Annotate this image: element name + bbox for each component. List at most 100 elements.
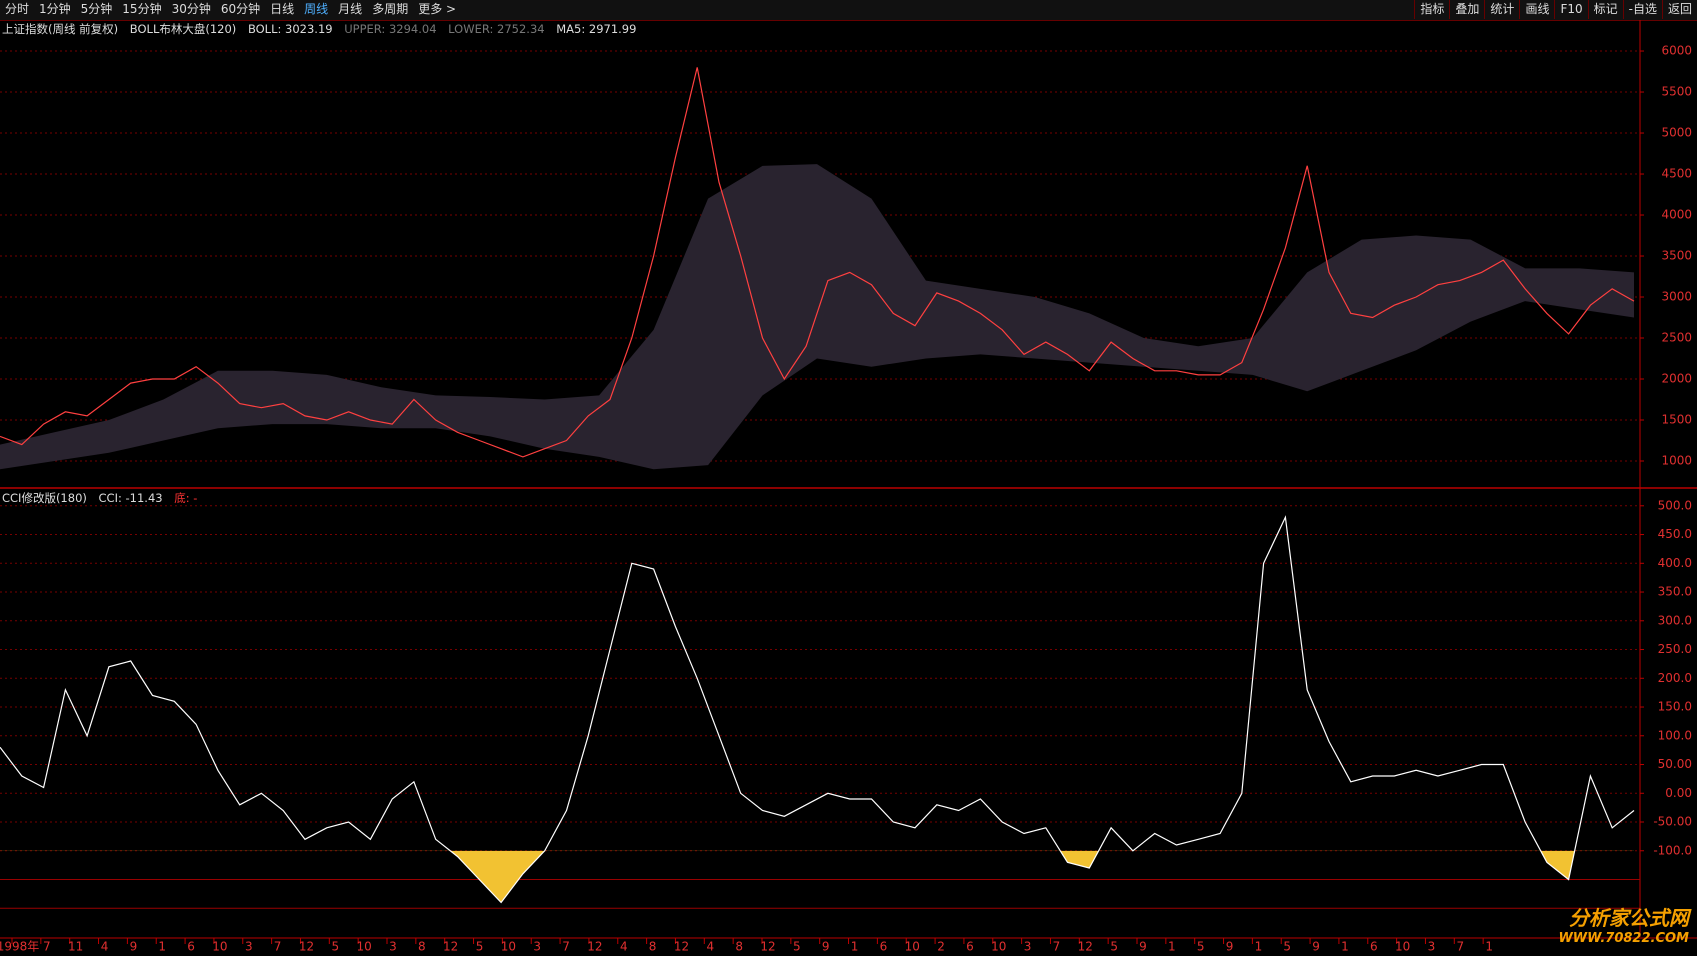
tab[interactable]: 日线 [270,2,295,16]
x-tick-label: 5 [793,940,801,954]
tab[interactable]: 15分钟 [122,2,162,16]
lower: LOWER: 2752.34 [448,22,545,36]
tab[interactable]: 画线 [1519,0,1555,19]
x-tick-label: 12 [299,940,314,954]
x-tick-label: 10 [212,940,227,954]
tab[interactable]: 标记 [1587,0,1623,19]
y-tick-label: -100.0 [1653,843,1692,857]
x-tick-label: 3 [1428,940,1436,954]
tab[interactable]: -自选 [1622,0,1662,19]
period-tabs: 分时 1分钟 5分钟 15分钟 30分钟 60分钟 日线 周线 月线 多周期 更多 > [0,0,461,20]
x-tick-label: 4 [101,940,109,954]
y-tick-label: 2000 [1661,372,1692,386]
tab[interactable]: 5分钟 [80,2,113,16]
watermark-url: WWW.70822.COM [1558,931,1689,946]
y-tick-label: 0.00 [1665,786,1692,800]
tab[interactable]: 1分钟 [39,2,71,16]
x-tick-label: 1998年 [0,940,39,954]
tab[interactable]: 分时 [5,2,30,16]
tab[interactable]: 指标 [1414,0,1450,19]
y-tick-label: 4000 [1661,208,1692,222]
x-tick-label: 1 [1255,940,1263,954]
watermark: 分析家公式网 WWW.70822.COM [1558,902,1689,946]
tab[interactable]: 叠加 [1449,0,1485,19]
y-tick-label: -50.00 [1653,815,1692,829]
x-tick-label: 12 [443,940,458,954]
x-tick-label: 5 [331,940,339,954]
tab[interactable]: 60分钟 [220,2,261,16]
bottom: 底: - [174,491,198,505]
x-tick-label: 3 [533,940,541,954]
x-tick-label: 1 [851,940,859,954]
y-tick-label: 250.0 [1658,642,1692,656]
x-tick-label: 12 [587,940,602,954]
x-tick-label: 7 [1053,940,1061,954]
y-tick-label: 2500 [1661,331,1692,345]
y-tick-label: 300.0 [1658,613,1692,627]
tab[interactable]: 月线 [338,2,363,16]
y-tick-label: 350.0 [1658,585,1692,599]
x-tick-label: 5 [476,940,484,954]
cci: CCI: -11.43 [98,491,163,505]
y-tick-label: 100.0 [1658,728,1692,742]
upper-info: 上证指数(周线 前复权) BOLL布林大盘(120) BOLL: 3023.19… [2,21,644,37]
x-tick-label: 1 [158,940,166,954]
y-tick-label: 500.0 [1658,498,1692,512]
watermark-title: 分析家公式网 [1569,906,1689,930]
y-tick-label: 5500 [1661,85,1692,99]
y-tick-label: 5000 [1661,126,1692,140]
x-tick-label: 7 [1456,940,1464,954]
x-tick-label: 6 [880,940,888,954]
x-tick-label: 8 [649,940,657,954]
tab[interactable]: F10 [1554,0,1588,19]
x-tick-label: 1 [1485,940,1493,954]
boll: BOLL: 3023.19 [247,22,333,36]
y-tick-label: 400.0 [1658,556,1692,570]
tab[interactable]: 更多 > [418,2,457,16]
y-tick-label: 50.00 [1658,757,1692,771]
tab[interactable]: 周线 [304,2,329,16]
x-tick-label: 5 [1283,940,1291,954]
upper: UPPER: 3294.04 [344,22,437,36]
y-tick-label: 3500 [1661,249,1692,263]
x-tick-label: 9 [1139,940,1147,954]
x-tick-label: 8 [418,940,426,954]
x-tick-label: 12 [1078,940,1093,954]
x-tick-label: 9 [1312,940,1320,954]
bollinger-band [0,164,1634,470]
oversold-fill [0,850,1634,903]
y-tick-label: 1000 [1661,454,1692,468]
toolbar: 分时 1分钟 5分钟 15分钟 30分钟 60分钟 日线 周线 月线 多周期 更多 > 指标 叠加 统计画… [0,0,1697,21]
indicator: CCI修改版(180) [2,491,87,505]
x-tick-label: 10 [991,940,1006,954]
tab[interactable]: 返回 [1661,0,1697,19]
x-tick-label: 7 [43,940,51,954]
x-tick-label: 12 [674,940,689,954]
x-tick-label: 9 [822,940,830,954]
x-tick-label: 5 [1197,940,1205,954]
x-tick-label: 6 [187,940,195,954]
x-tick-label: 7 [562,940,570,954]
x-tick-label: 10 [501,940,516,954]
tab[interactable]: 30分钟 [171,2,211,16]
y-tick-label: 6000 [1661,44,1692,58]
x-tick-label: 9 [130,940,138,954]
x-tick-label: 3 [389,940,397,954]
x-tick-label: 7 [274,940,282,954]
y-tick-label: 200.0 [1658,671,1692,685]
x-tick-label: 1 [1168,940,1176,954]
y-tick-label: 450.0 [1658,527,1692,541]
x-tick-label: 2 [937,940,945,954]
y-tick-label: 150.0 [1658,700,1692,714]
tab[interactable]: 统计 [1484,0,1520,19]
ma5: MA5: 2971.99 [556,22,637,36]
x-tick-label: 10 [357,940,372,954]
lower-info: CCI修改版(180) CCI: -11.43 底: - [2,490,205,506]
x-tick-label: 3 [1024,940,1032,954]
series-line [0,515,1635,904]
x-tick-label: 6 [1370,940,1378,954]
tab[interactable]: 多周期 [372,2,409,16]
series-line [0,67,1635,458]
